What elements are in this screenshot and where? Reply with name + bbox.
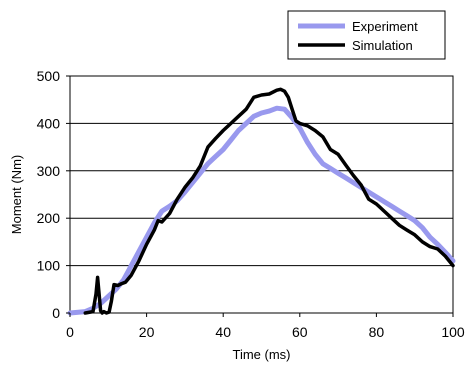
legend-label-experiment: Experiment: [352, 19, 418, 34]
y-axis-title: Moment (Nm): [9, 155, 24, 234]
legend: Experiment Simulation: [287, 10, 446, 60]
y-tick-label-500: 500: [37, 68, 61, 84]
x-tick-label-20: 20: [139, 324, 155, 340]
series-line-simulation: [83, 87, 455, 315]
x-axis-title: Time (ms): [232, 347, 290, 362]
series-layer: [67, 87, 456, 316]
x-tick-labels: 0 20 40 60 80 100: [66, 324, 465, 340]
x-tick-label-100: 100: [441, 324, 465, 340]
legend-label-simulation: Simulation: [352, 38, 413, 53]
x-tick-label-0: 0: [66, 324, 74, 340]
y-tick-label-200: 200: [37, 210, 61, 226]
series-line-experiment: [67, 105, 456, 316]
legend-box: [287, 10, 446, 60]
gridlines: [70, 122, 453, 267]
y-tick-label-400: 400: [37, 115, 61, 131]
y-tick-label-0: 0: [52, 305, 60, 321]
plot-frame: [69, 75, 454, 314]
x-tick-label-40: 40: [215, 324, 231, 340]
axis-ticks: [66, 75, 454, 317]
x-tick-label-80: 80: [369, 324, 385, 340]
y-tick-label-300: 300: [37, 163, 61, 179]
y-tick-label-100: 100: [37, 258, 61, 274]
x-tick-label-60: 60: [292, 324, 308, 340]
y-tick-labels: 0 100 200 300 400 500: [37, 68, 61, 321]
